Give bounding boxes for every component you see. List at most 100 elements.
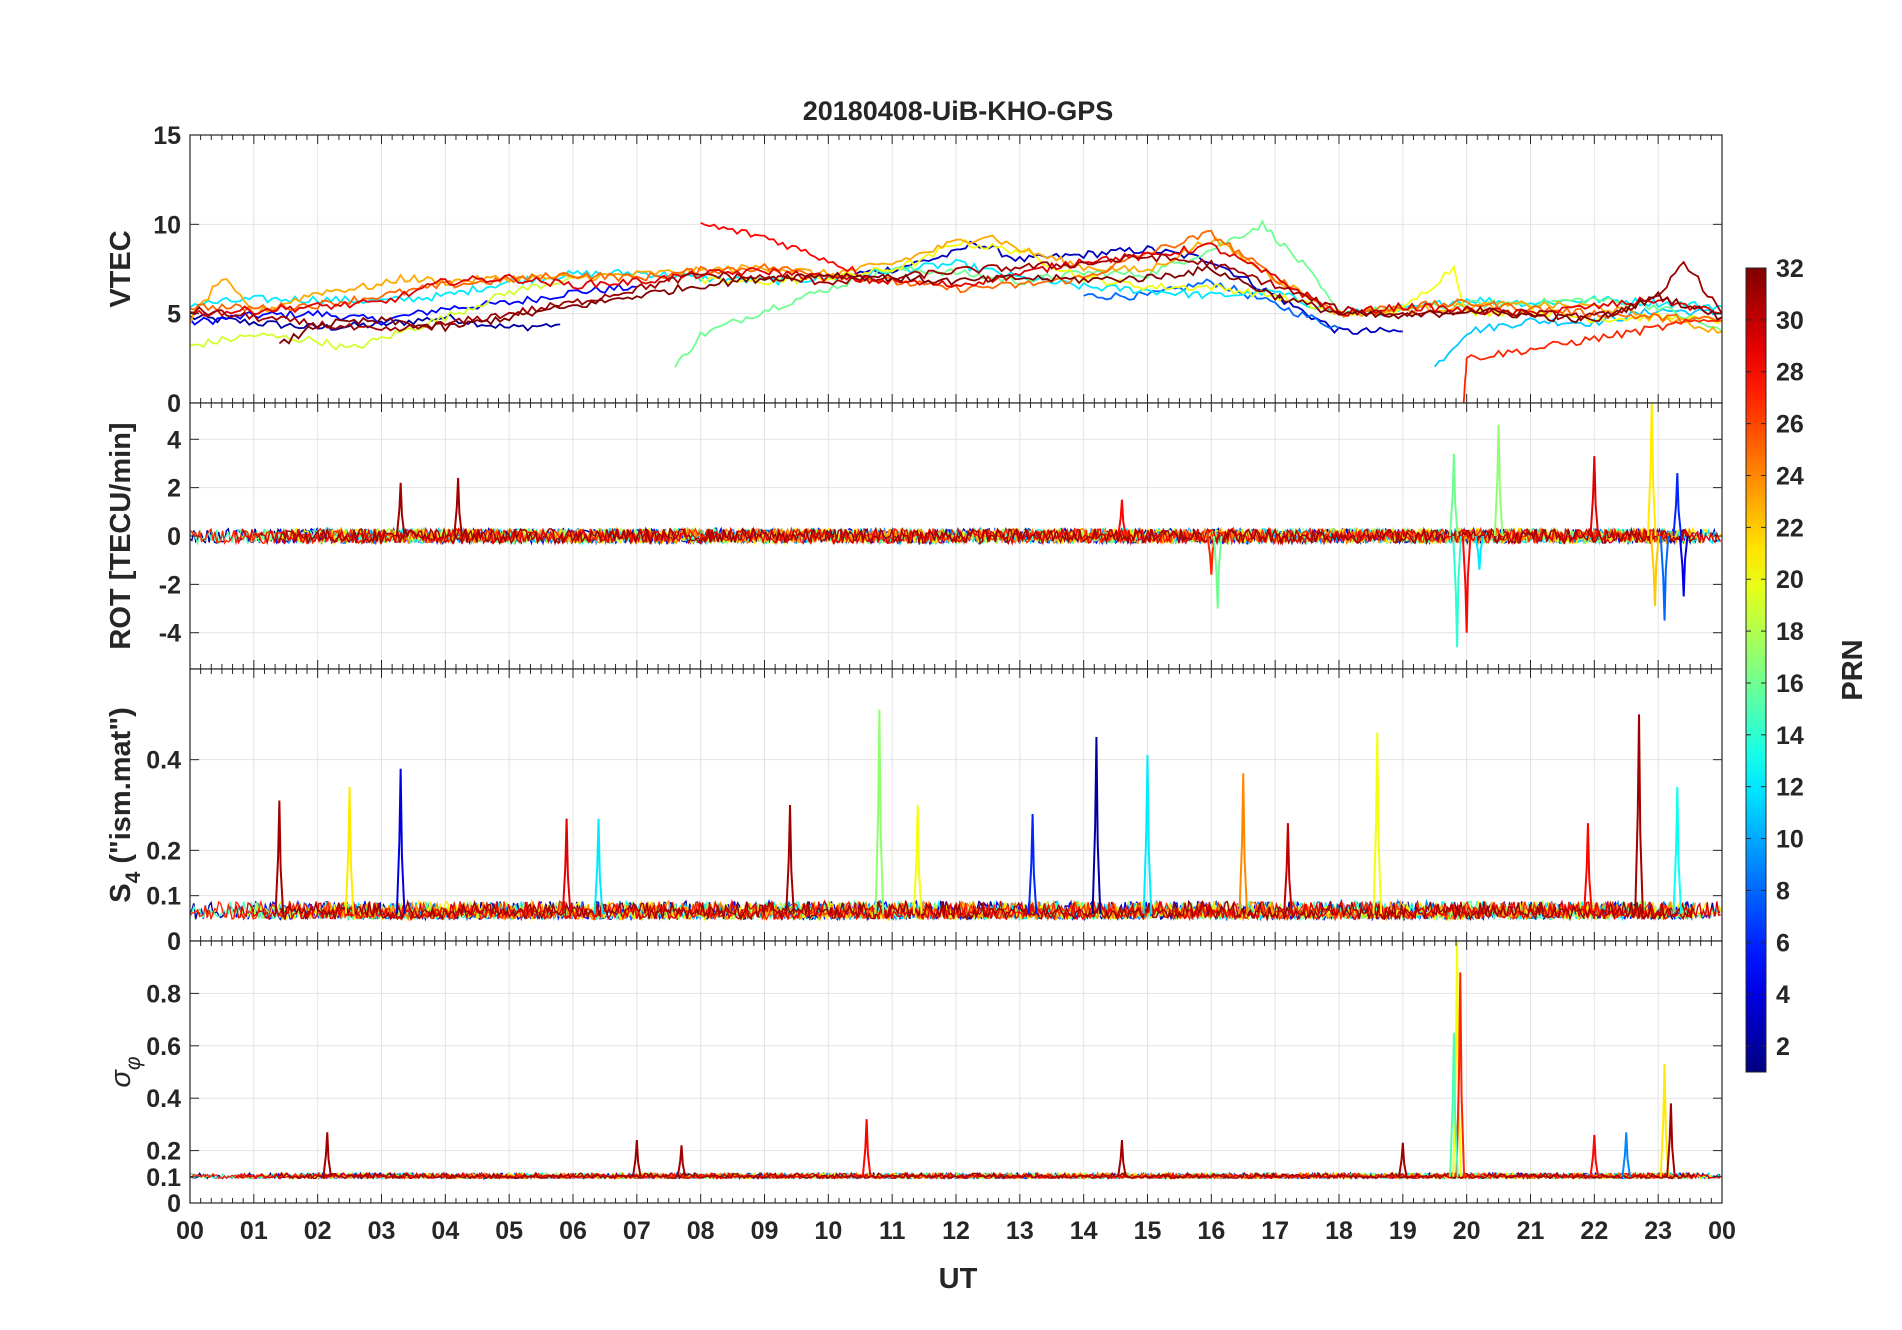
spike-prn-12: [1142, 755, 1153, 914]
spike-prn-4: [1678, 535, 1689, 597]
spike-prn-30: [1283, 823, 1293, 914]
spike-prn-31: [1117, 1140, 1127, 1177]
x-tick-label: 00: [1708, 1217, 1736, 1245]
series-prn-27: [1462, 316, 1722, 403]
y-axis-label: σφ: [105, 1056, 145, 1088]
spike-prn-31: [395, 482, 406, 537]
spike-prn-21: [1659, 1064, 1670, 1177]
series-lines: [190, 941, 1722, 1181]
spike-prn-21: [1646, 403, 1657, 537]
spike-prn-31: [632, 1140, 642, 1177]
spike-prn-16: [1449, 453, 1459, 537]
series-prn-5: [190, 283, 637, 326]
colorbar-tick-label: 16: [1776, 670, 1804, 698]
spike-prn-28: [1583, 823, 1593, 914]
spike-prn-9: [1621, 1132, 1632, 1177]
y-tick-label: 0.1: [146, 883, 181, 911]
x-tick-label: 12: [942, 1217, 970, 1245]
x-tick-label: 03: [368, 1217, 396, 1245]
series-prn-3: [827, 240, 1403, 335]
colorbar-tick-label: 12: [1776, 774, 1804, 802]
spike-prn-13: [1672, 786, 1683, 914]
spike-prn-28: [1589, 1134, 1600, 1177]
y-tick-label: 0.1: [146, 1164, 181, 1192]
y-tick-label: 0.4: [146, 1085, 181, 1113]
x-tick-label: 14: [1070, 1217, 1098, 1245]
spike-prn-20: [912, 804, 923, 914]
series-prn-16: [674, 219, 1722, 368]
series-prn-23: [190, 234, 1722, 334]
colorbar-tick-label: 26: [1776, 411, 1804, 439]
spike-prn-31: [322, 1132, 333, 1177]
x-tick-label: 22: [1580, 1217, 1608, 1245]
y-tick-label: 0: [167, 390, 181, 418]
colorbar-tick-label: 8: [1776, 877, 1790, 905]
spike-prn-6: [1672, 473, 1683, 537]
y-tick-label: 15: [153, 122, 181, 150]
y-tick-label: 0.6: [146, 1033, 181, 1061]
spike-prn-12: [593, 818, 604, 914]
panel-sigma_phi: 00.10.2 0.4 0.6 0.8 σφ: [105, 940, 1723, 1218]
y-tick-label: 0: [167, 1190, 181, 1218]
colorbar-tick-label: 14: [1776, 722, 1804, 750]
figure-title: 20180408-UiB-KHO-GPS: [803, 96, 1114, 126]
y-tick-label: 0.2: [146, 1138, 181, 1166]
y-tick-label: 0: [167, 928, 181, 956]
y-tick-label: -2: [159, 571, 181, 599]
x-ticks: [189, 941, 1723, 1203]
spike-prn-21: [344, 786, 355, 914]
x-ticks: [189, 669, 1723, 941]
y-tick-label: 2: [167, 475, 181, 503]
colorbar-tick-label: 22: [1776, 514, 1804, 542]
panel-VTEC: 0 5 10 15 VTEC: [105, 122, 1723, 418]
series-lines: [190, 403, 1722, 648]
x-tick-label: 09: [751, 1217, 779, 1245]
spike-prn-28: [861, 1119, 872, 1177]
x-ticks: [189, 403, 1723, 669]
spike-prn-31: [1666, 1103, 1676, 1177]
x-tick-label: 06: [559, 1217, 587, 1245]
spike-prn-14: [1452, 535, 1462, 648]
x-tick-label: 21: [1517, 1217, 1545, 1245]
spike-prn-27: [1206, 535, 1217, 575]
colorbar-label: PRN: [1837, 639, 1869, 700]
x-tick-label: 07: [623, 1217, 651, 1245]
spike-prn-28: [1117, 499, 1127, 537]
spike-prn-20: [1372, 732, 1383, 914]
spike-prn-24: [1238, 773, 1249, 914]
spike-prn-28: [1461, 535, 1472, 633]
colorbar-tick-label: 4: [1776, 981, 1790, 1009]
series-prn-31: [190, 253, 1722, 333]
x-tick-label: 01: [240, 1217, 268, 1245]
x-tick-label: 08: [687, 1217, 715, 1245]
panel-S4: 0 0.1 0.2 0.4S4 ("ism.mat"): [105, 668, 1723, 956]
x-tick-label: 05: [495, 1217, 523, 1245]
y-axis-label: ROT [TECU/min]: [105, 422, 137, 649]
series-lines: [190, 219, 1722, 403]
series-prn-12: [190, 258, 1722, 317]
series-prn-2: [190, 313, 561, 332]
y-tick-label: 4: [167, 426, 181, 454]
y-tick-label: 0.4: [146, 747, 181, 775]
y-tick-label: 0.8: [146, 980, 181, 1008]
x-tick-label: 19: [1389, 1217, 1417, 1245]
spike-prn-4: [395, 768, 406, 914]
y-tick-label: 0.2: [146, 837, 181, 865]
series-prn-28: [700, 221, 867, 278]
series-prn-29: [234, 526, 1722, 546]
spike-prn-6: [1027, 814, 1038, 914]
x-tick-label: 02: [304, 1217, 332, 1245]
series-prn-31: [279, 899, 1695, 922]
colorbar-tick-label: 28: [1776, 359, 1804, 387]
colorbar-tick-label: 10: [1776, 826, 1804, 854]
y-axis-label: S4 ("ism.mat"): [105, 707, 145, 903]
x-tick-label: 17: [1261, 1217, 1289, 1245]
x-tick-label: 18: [1325, 1217, 1353, 1245]
x-tick-label: 10: [814, 1217, 842, 1245]
spike-prn-31: [785, 804, 795, 914]
x-tick-label: 11: [879, 1217, 906, 1245]
